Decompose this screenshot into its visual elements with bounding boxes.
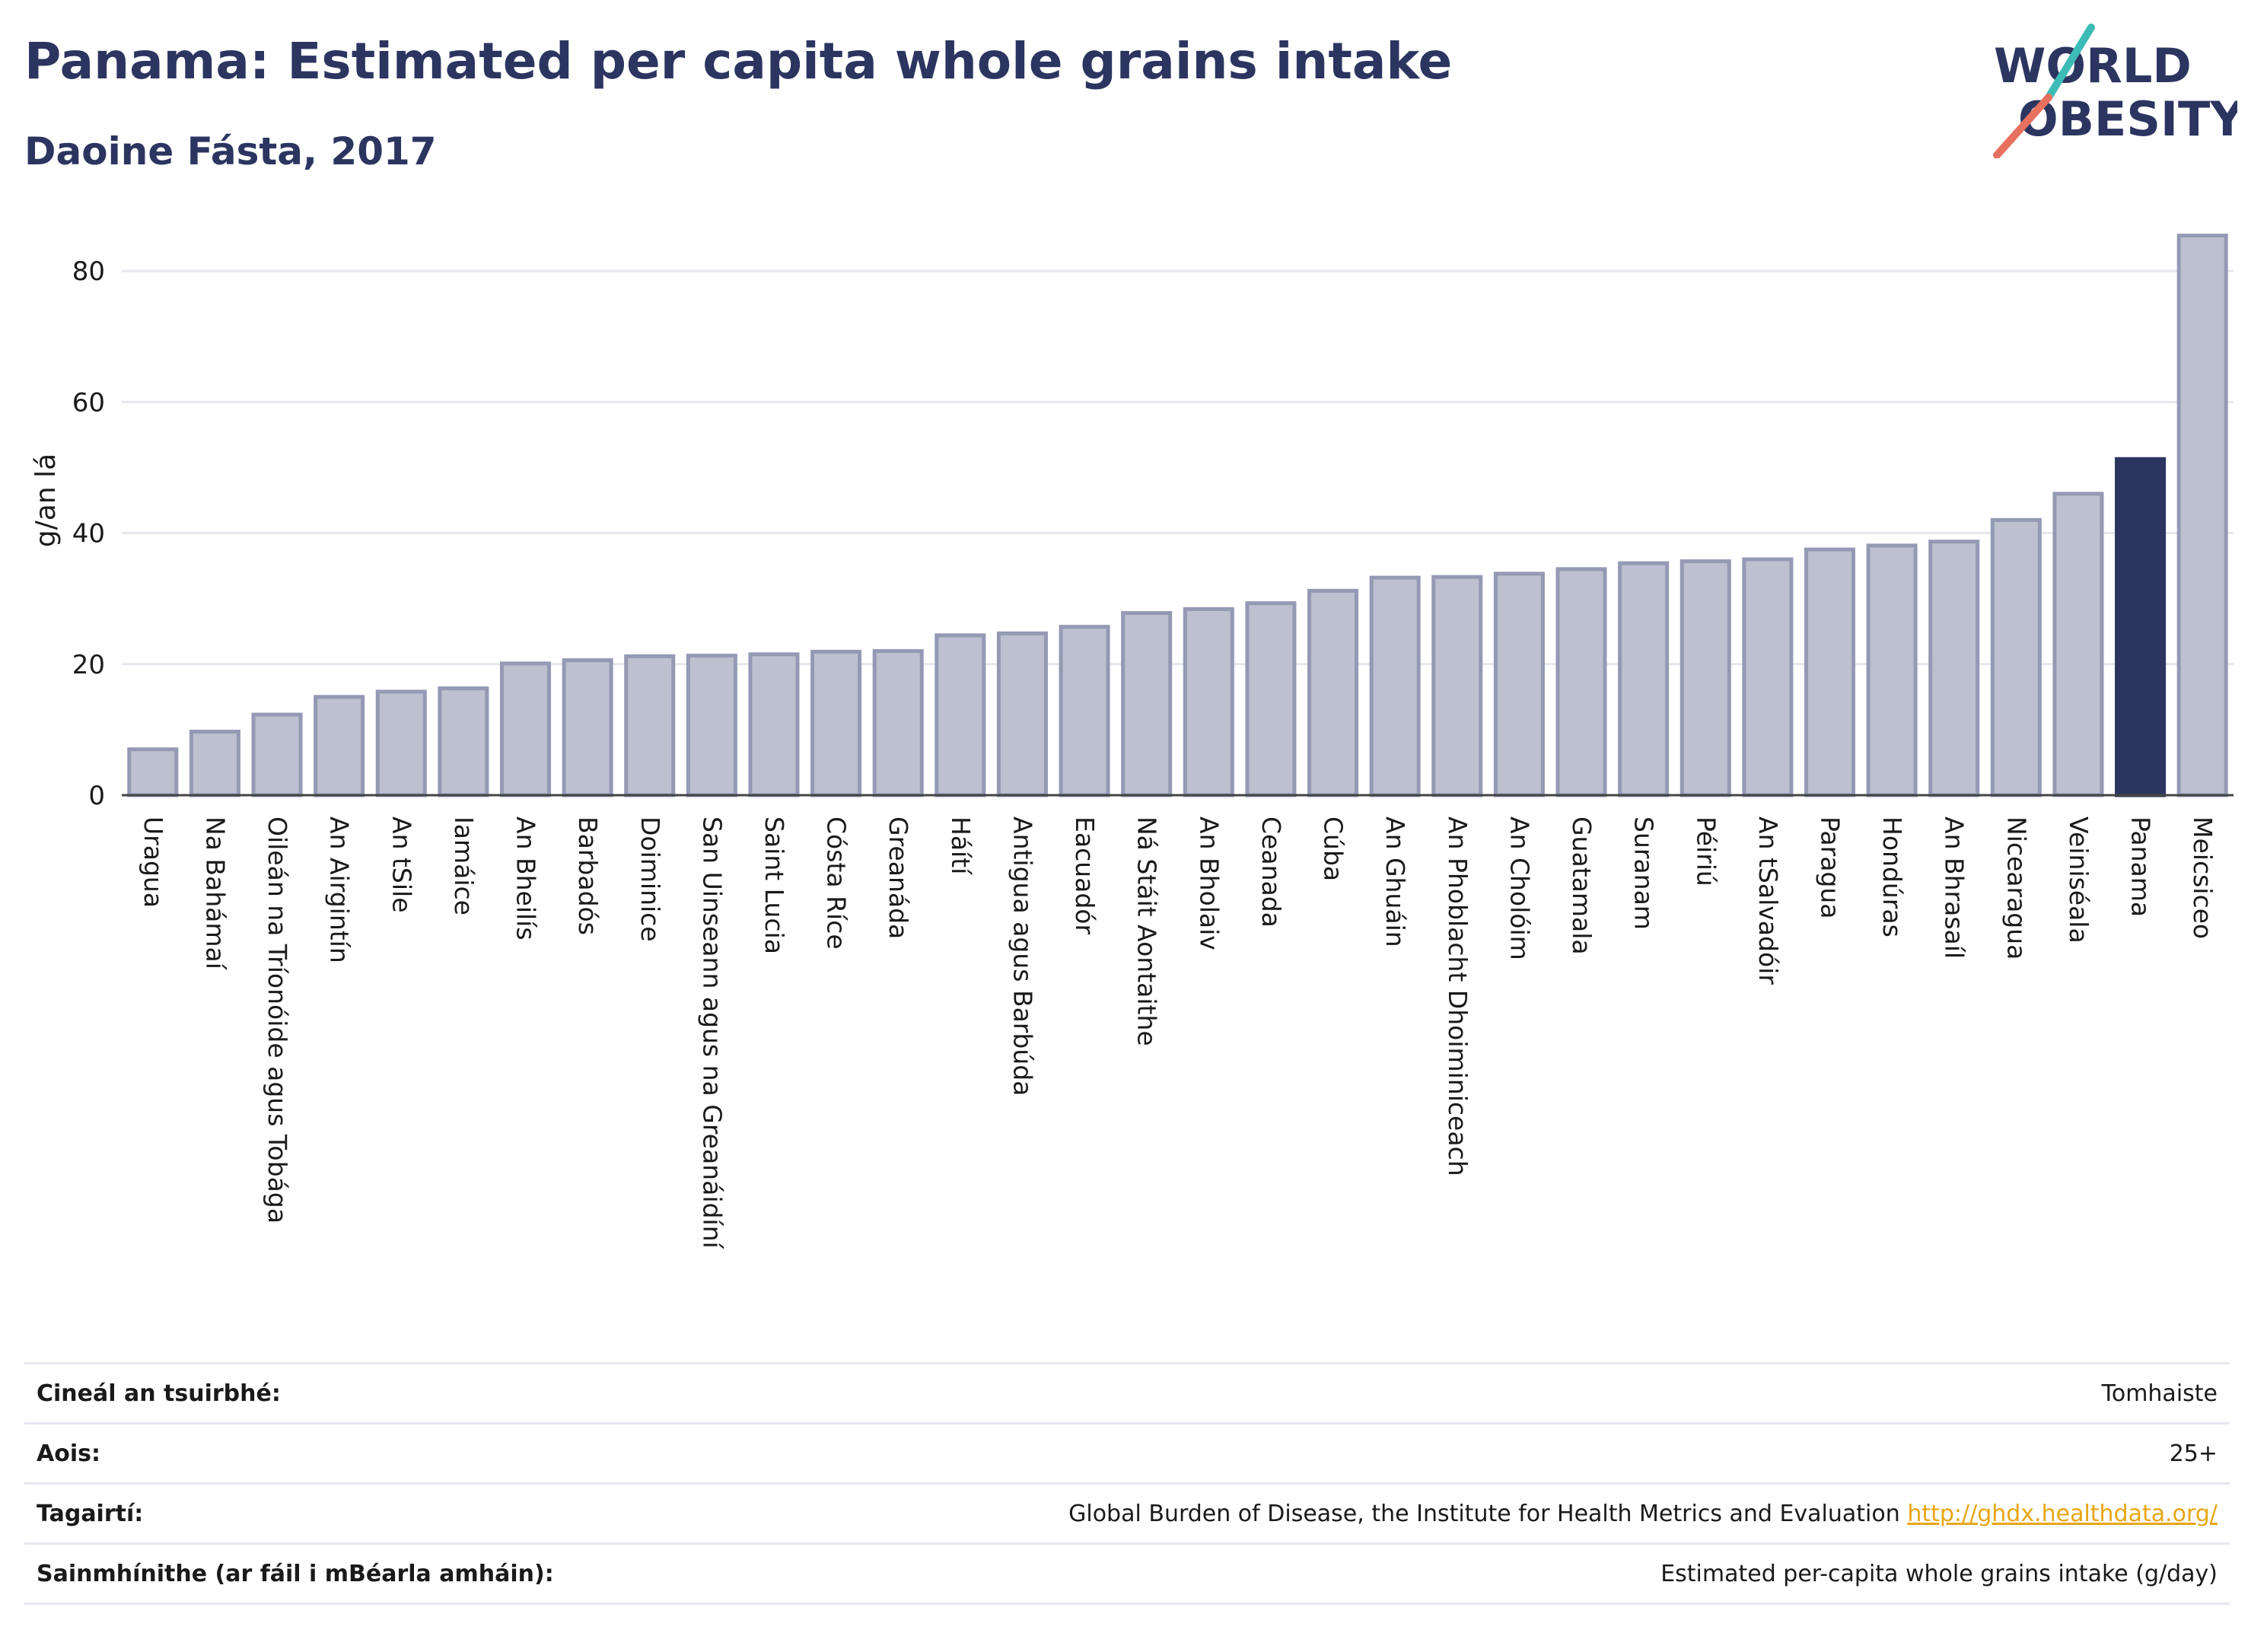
bar bbox=[996, 631, 1048, 797]
metadata-label: Aois: bbox=[37, 1440, 100, 1467]
bar bbox=[624, 654, 676, 797]
bar bbox=[1307, 588, 1359, 797]
x-category-label: Greanáda bbox=[884, 816, 913, 939]
bar bbox=[1121, 611, 1173, 797]
metadata-row-references: Tagairtí: Global Burden of Disease, the … bbox=[24, 1483, 2230, 1544]
bar-chart: 0 20 40 60 80 g/an lá Uragua Na Bahámaí Oileán n… bbox=[30, 234, 2233, 1250]
metadata-row-age: Aois: 25+ bbox=[24, 1423, 2230, 1484]
bar bbox=[1804, 547, 1856, 797]
bar bbox=[500, 661, 552, 797]
x-category-label: An tSalvadóir bbox=[1753, 816, 1783, 985]
bar bbox=[1928, 540, 1980, 797]
x-category-label: Cúba bbox=[1319, 816, 1348, 881]
bar bbox=[251, 712, 303, 797]
x-category-label: Suranam bbox=[1629, 816, 1659, 930]
logo-word-world: WORLD bbox=[1994, 38, 2192, 94]
x-category-label: Eacuadór bbox=[1070, 816, 1100, 934]
bar bbox=[934, 633, 986, 797]
x-category-label: An Ghuáin bbox=[1380, 816, 1410, 947]
bar bbox=[1493, 571, 1545, 797]
logo-slash-red bbox=[1993, 94, 2052, 158]
bar bbox=[1618, 561, 1670, 797]
x-category-label: An Bhrasaíl bbox=[1940, 816, 1969, 959]
bar bbox=[127, 747, 179, 797]
x-category-label: Meicsiceo bbox=[2188, 816, 2218, 939]
reference-link[interactable]: http://ghdx.healthdata.org/ bbox=[1907, 1500, 2218, 1527]
x-category-label: Paragua bbox=[1815, 816, 1845, 919]
bar bbox=[1183, 606, 1234, 797]
x-category-label: Veiniséala bbox=[2064, 816, 2093, 944]
bar bbox=[1245, 601, 1297, 797]
x-category-label: Oileán na Tríonóide agus Tobága bbox=[263, 816, 292, 1224]
x-category-label: Cósta Ríce bbox=[822, 816, 852, 950]
bar bbox=[1369, 575, 1421, 797]
bar bbox=[810, 649, 862, 797]
logo-word-obesity: OBESITY bbox=[2018, 91, 2237, 147]
metadata-value: Global Burden of Disease, the Institute … bbox=[1068, 1500, 1900, 1527]
metadata-value: 25+ bbox=[2169, 1440, 2218, 1467]
x-category-label: Iamáice bbox=[449, 816, 479, 915]
metadata-value: Estimated per-capita whole grains intake… bbox=[1660, 1560, 2218, 1587]
bar bbox=[1679, 559, 1731, 797]
y-tick-label: 60 bbox=[72, 387, 105, 418]
x-category-label: Saint Lucia bbox=[759, 816, 789, 954]
y-tick-label: 20 bbox=[72, 650, 105, 680]
metadata-value: Tomhaiste bbox=[2101, 1380, 2218, 1407]
bar bbox=[1866, 543, 1918, 797]
metadata-label: Sainmhínithe (ar fáil i mBéarla amháin): bbox=[37, 1560, 554, 1587]
bar bbox=[1742, 557, 1794, 797]
x-category-label: Nicearagua bbox=[2001, 816, 2031, 960]
x-category-label: An Bheilís bbox=[511, 816, 541, 941]
y-tick-label: 40 bbox=[72, 519, 105, 549]
bar-highlighted bbox=[2115, 457, 2167, 797]
y-tick-label: 0 bbox=[88, 781, 105, 811]
x-category-label: An tSile bbox=[387, 816, 416, 913]
x-category-label: An Phoblacht Dhoiminiceach bbox=[1443, 816, 1473, 1176]
x-category-label: Barbadós bbox=[573, 816, 603, 935]
x-category-label: Panama bbox=[2126, 816, 2156, 917]
chart-subtitle: Daoine Fásta, 2017 bbox=[24, 129, 437, 173]
x-category-label: Uragua bbox=[138, 816, 168, 908]
bar bbox=[1555, 567, 1607, 797]
x-category-label: An Bholaiv bbox=[1194, 816, 1224, 950]
bar bbox=[438, 686, 489, 797]
bar bbox=[748, 652, 800, 797]
bar bbox=[1990, 517, 2042, 797]
x-category-label: Ceanada bbox=[1256, 816, 1286, 928]
bar bbox=[1059, 625, 1110, 797]
x-category-label: Ná Stáit Aontaithe bbox=[1132, 816, 1162, 1046]
x-category-label: San Uinseann agus na Greanáidíní bbox=[697, 816, 727, 1250]
y-axis-label: g/an lá bbox=[30, 454, 62, 547]
chart-title: Panama: Estimated per capita whole grain… bbox=[24, 32, 1453, 91]
metadata-label: Cineál an tsuirbhé: bbox=[37, 1380, 281, 1407]
x-category-label: Guatamala bbox=[1567, 816, 1597, 955]
bar bbox=[1431, 575, 1483, 797]
bar bbox=[562, 658, 613, 797]
bar bbox=[2176, 234, 2228, 797]
x-category-label: Doiminice bbox=[635, 816, 665, 942]
x-category-label: An Airgintín bbox=[325, 816, 355, 963]
metadata-row-definitions: Sainmhínithe (ar fáil i mBéarla amháin):… bbox=[24, 1543, 2230, 1604]
x-category-label: Antigua agus Barbúda bbox=[1008, 816, 1037, 1096]
y-tick-label: 80 bbox=[72, 256, 105, 287]
bar bbox=[314, 695, 365, 797]
bar bbox=[2052, 492, 2104, 797]
bar bbox=[375, 689, 427, 797]
metadata-row-survey-type: Cineál an tsuirbhé: Tomhaiste bbox=[24, 1363, 2230, 1424]
x-category-label: Háítí bbox=[946, 816, 976, 876]
metadata-table: Cineál an tsuirbhé: Tomhaiste Aois: 25+ … bbox=[24, 1362, 2230, 1605]
x-category-label: Na Bahámaí bbox=[200, 816, 230, 971]
x-category-label: Hondúras bbox=[1877, 816, 1907, 937]
bar bbox=[686, 654, 737, 797]
bar bbox=[189, 729, 240, 797]
world-obesity-logo: WORLD OBESITY bbox=[1993, 24, 2237, 158]
x-category-label: An Cholóim bbox=[1504, 816, 1534, 960]
logo-slash-teal bbox=[2045, 24, 2095, 101]
metadata-label: Tagairtí: bbox=[37, 1500, 144, 1527]
bar bbox=[872, 649, 924, 797]
x-category-label: Péiriú bbox=[1691, 816, 1721, 886]
